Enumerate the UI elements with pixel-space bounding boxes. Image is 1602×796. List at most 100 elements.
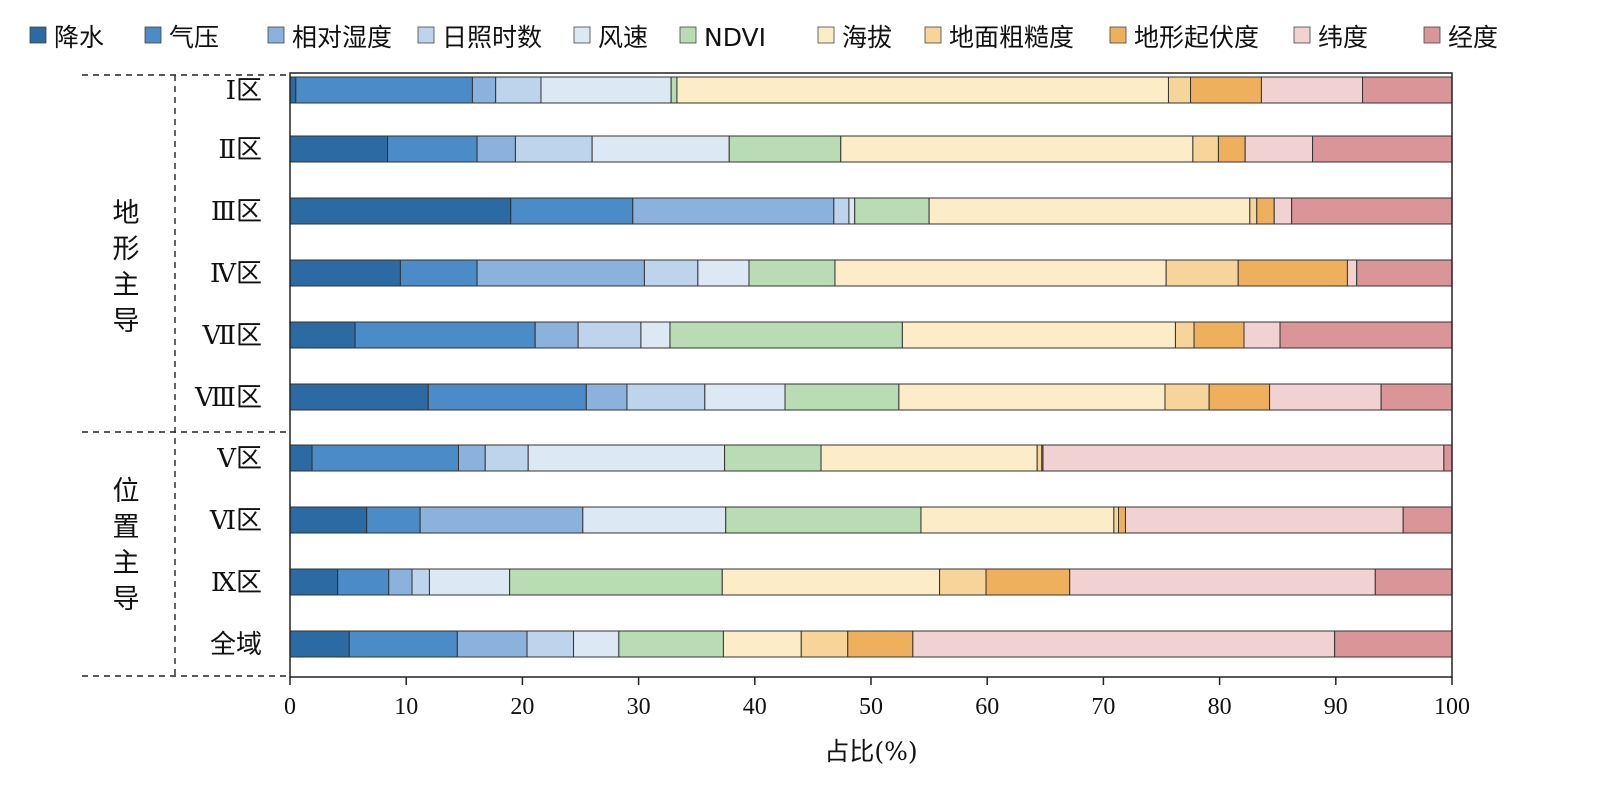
bar-segment-1-5 <box>728 135 842 163</box>
x-tick-label-1: 10 <box>394 694 418 720</box>
bar-segment-4-0 <box>289 321 356 349</box>
bar-segment-6-3 <box>484 444 529 472</box>
bar-segment-2-1 <box>510 197 634 225</box>
legend-label-5: NDVI <box>704 23 766 52</box>
legend-swatch-0 <box>29 26 47 44</box>
bar-segment-3-3 <box>643 259 699 287</box>
bar-segment-6-2 <box>457 444 486 472</box>
bar-segment-5-1 <box>427 383 587 411</box>
bar-segment-4-5 <box>669 321 903 349</box>
bar-segment-8-5 <box>509 568 723 596</box>
bar-segment-1-8 <box>1217 135 1246 163</box>
bar-segment-1-2 <box>476 135 516 163</box>
bar-segment-7-6 <box>920 506 1115 534</box>
bar-segment-4-6 <box>901 321 1176 349</box>
bar-segment-6-4 <box>527 444 726 472</box>
category-label-4: Ⅶ区 <box>201 321 262 351</box>
legend-label-3: 日照时数 <box>442 23 542 52</box>
bar-segment-3-9 <box>1346 259 1358 287</box>
bar-segment-5-0 <box>289 383 429 411</box>
bar-segment-0-1 <box>295 76 473 104</box>
bar-segment-8-7 <box>939 568 987 596</box>
bar-segment-0-5 <box>670 76 678 104</box>
x-tick-label-7: 70 <box>1091 694 1115 720</box>
legend-swatch-4 <box>573 26 591 44</box>
bar-segment-6-6 <box>820 444 1038 472</box>
bar-segment-7-1 <box>366 506 421 534</box>
legend-label-8: 地形起伏度 <box>1134 23 1259 52</box>
x-tick-label-0: 0 <box>284 694 296 720</box>
x-tick-label-3: 30 <box>627 694 651 720</box>
bar-segment-4-9 <box>1243 321 1281 349</box>
bar-segment-6-0 <box>289 444 313 472</box>
category-label-6: Ⅴ区 <box>216 444 262 474</box>
category-label-2: Ⅲ区 <box>211 197 262 227</box>
bar-segment-1-4 <box>591 135 730 163</box>
legend-swatch-7 <box>924 26 942 44</box>
bar-segment-2-3 <box>833 197 850 225</box>
bar-segment-7-8 <box>1118 506 1126 534</box>
group-label-1: 位置主导 <box>113 476 140 615</box>
bar-segment-5-7 <box>1164 383 1210 411</box>
bar-segment-9-5 <box>618 630 724 658</box>
bar-segment-9-9 <box>912 630 1336 658</box>
bar-segment-5-4 <box>704 383 786 411</box>
bar-segment-8-6 <box>721 568 941 596</box>
bar-segment-3-7 <box>1165 259 1239 287</box>
legend-label-6: 海拔 <box>842 23 892 52</box>
x-tick-label-10: 100 <box>1434 694 1470 720</box>
bar-segment-2-4 <box>848 197 856 225</box>
legend-swatch-10 <box>1423 26 1441 44</box>
bar-segment-3-0 <box>289 259 401 287</box>
bar-segment-1-0 <box>289 135 389 163</box>
x-tick-label-6: 60 <box>975 694 999 720</box>
bar-segment-4-3 <box>577 321 642 349</box>
bar-segment-2-0 <box>289 197 512 225</box>
bar-segment-2-10 <box>1291 197 1453 225</box>
legend-swatch-9 <box>1293 26 1311 44</box>
bar-segment-5-2 <box>585 383 628 411</box>
bar-segment-7-2 <box>419 506 584 534</box>
x-axis-title: 占比(%) <box>824 737 917 766</box>
bar-segment-0-10 <box>1362 76 1453 104</box>
bar-segment-0-3 <box>495 76 542 104</box>
bar-segment-2-7 <box>1249 197 1258 225</box>
bar-segment-9-1 <box>348 630 458 658</box>
bar-segment-9-7 <box>800 630 849 658</box>
bar-segment-9-8 <box>847 630 914 658</box>
x-axis-ticks: 0 10 20 30 40 50 60 70 80 90 100 <box>284 677 1470 720</box>
bar-segment-3-8 <box>1237 259 1348 287</box>
bar-segment-9-2 <box>456 630 528 658</box>
bar-segment-4-7 <box>1174 321 1195 349</box>
bar-segment-2-5 <box>854 197 930 225</box>
category-label-5: Ⅷ区 <box>194 383 262 413</box>
legend-label-1: 气压 <box>169 23 219 52</box>
bars <box>289 76 1453 658</box>
bar-segment-3-6 <box>834 259 1167 287</box>
bar-segment-8-3 <box>411 568 430 596</box>
bar-segment-7-0 <box>289 506 368 534</box>
legend-label-0: 降水 <box>54 23 104 52</box>
bar-segment-8-9 <box>1069 568 1376 596</box>
legend-swatch-8 <box>1109 26 1127 44</box>
bar-segment-6-9 <box>1042 444 1445 472</box>
bar-segment-5-9 <box>1269 383 1382 411</box>
bar-segment-5-8 <box>1208 383 1271 411</box>
bar-segment-3-2 <box>476 259 645 287</box>
bar-segment-7-5 <box>725 506 922 534</box>
bar-segment-2-2 <box>632 197 835 225</box>
legend-label-10: 经度 <box>1448 23 1498 52</box>
bar-segment-3-5 <box>748 259 836 287</box>
bar-segment-7-7 <box>1113 506 1120 534</box>
x-tick-label-2: 20 <box>510 694 534 720</box>
category-label-9: 全域 <box>210 630 262 660</box>
bar-segment-1-10 <box>1312 135 1453 163</box>
bar-segment-8-10 <box>1374 568 1453 596</box>
bar-segment-5-10 <box>1380 383 1453 411</box>
bar-segment-1-9 <box>1244 135 1314 163</box>
group-brackets <box>82 74 290 677</box>
bar-segment-1-3 <box>514 135 593 163</box>
bar-segment-4-2 <box>534 321 579 349</box>
